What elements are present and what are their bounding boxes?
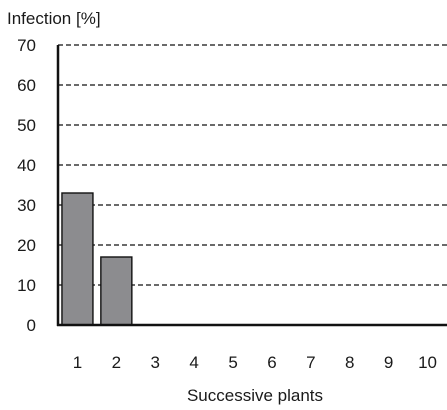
x-tick-labels: 1 2 3 4 5 6 7 8 9 10 [73, 353, 437, 372]
bar-1 [61, 192, 94, 326]
x-tick-label-7: 7 [306, 353, 315, 372]
y-tick-label-10: 10 [17, 276, 36, 295]
axes [56, 45, 447, 327]
x-axis-title: Successive plants [187, 386, 323, 405]
y-tick-label-40: 40 [17, 156, 36, 175]
x-tick-label-6: 6 [267, 353, 276, 372]
bars [61, 192, 133, 326]
y-axis-title: Infection [%] [7, 9, 101, 28]
bar-2 [100, 256, 133, 326]
y-tick-label-20: 20 [17, 236, 36, 255]
x-tick-label-3: 3 [151, 353, 160, 372]
x-tick-label-2: 2 [112, 353, 121, 372]
x-tick-label-10: 10 [418, 353, 437, 372]
x-tick-label-1: 1 [73, 353, 82, 372]
x-tick-label-8: 8 [345, 353, 354, 372]
gridlines [58, 44, 447, 286]
y-tick-label-0: 0 [27, 316, 36, 335]
y-tick-label-50: 50 [17, 116, 36, 135]
y-tick-labels: 0 10 20 30 40 50 60 70 [17, 36, 36, 335]
y-tick-label-70: 70 [17, 36, 36, 55]
y-tick-label-30: 30 [17, 196, 36, 215]
x-tick-label-9: 9 [384, 353, 393, 372]
x-tick-label-5: 5 [228, 353, 237, 372]
y-tick-label-60: 60 [17, 76, 36, 95]
x-tick-label-4: 4 [189, 353, 198, 372]
